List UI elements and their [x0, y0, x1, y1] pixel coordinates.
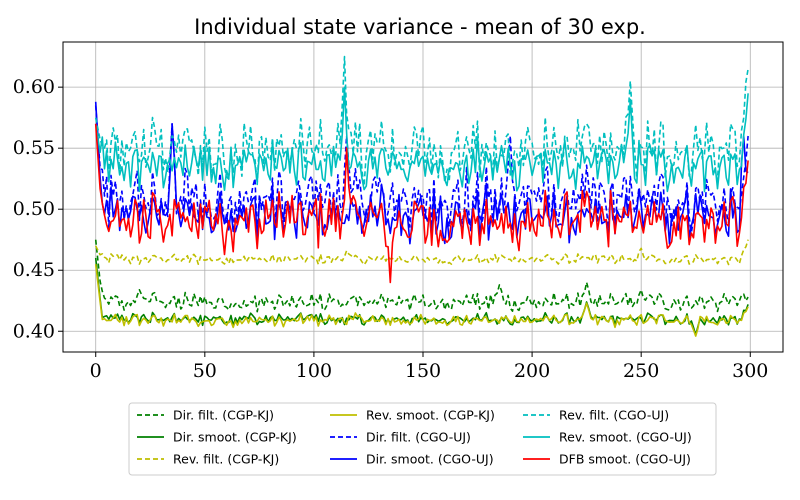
legend-label: Dir. filt. (CGP-KJ)	[173, 408, 274, 423]
grid	[63, 42, 783, 352]
y-tick-label: 0.40	[13, 320, 55, 342]
chart-title: Individual state variance - mean of 30 e…	[194, 15, 646, 39]
x-tick-label: 300	[732, 360, 768, 382]
series-line-8	[94, 123, 749, 284]
y-tick-label: 0.60	[13, 76, 55, 98]
legend: Dir. filt. (CGP-KJ) Dir. smoot. (CGP-KJ) R…	[128, 402, 717, 476]
legend-label: Rev. smoot. (CGP-KJ)	[366, 408, 495, 423]
legend-label: Dir. smoot. (CGO-UJ)	[366, 452, 494, 467]
y-tick-label: 0.50	[13, 198, 55, 220]
x-axis: 0 50 100 150 200 250 300	[90, 352, 768, 382]
x-tick-label: 50	[193, 360, 217, 382]
series-line-3	[94, 264, 749, 337]
series-line-2	[94, 239, 749, 266]
x-tick-label: 100	[296, 360, 332, 382]
y-tick-label: 0.55	[13, 137, 55, 159]
series-layer	[94, 55, 749, 337]
x-tick-label: 150	[405, 360, 441, 382]
series-line-7	[94, 86, 749, 193]
legend-label: Rev. smoot. (CGO-UJ)	[559, 430, 692, 445]
legend-label: Dir. filt. (CGO-UJ)	[366, 430, 471, 445]
legend-label: DFB smoot. (CGO-UJ)	[559, 452, 691, 467]
y-axis: 0.40 0.45 0.50 0.55 0.60	[13, 76, 63, 342]
legend-label: Rev. filt. (CGP-KJ)	[173, 452, 279, 467]
x-tick-label: 250	[623, 360, 659, 382]
series-line-0	[94, 239, 749, 313]
y-tick-label: 0.45	[13, 259, 55, 281]
x-tick-label: 0	[90, 360, 102, 382]
legend-box	[128, 402, 717, 476]
legend-label: Dir. smoot. (CGP-KJ)	[173, 430, 297, 445]
series-line-6	[94, 55, 749, 187]
legend-label: Rev. filt. (CGO-UJ)	[559, 408, 669, 423]
x-tick-label: 200	[514, 360, 550, 382]
